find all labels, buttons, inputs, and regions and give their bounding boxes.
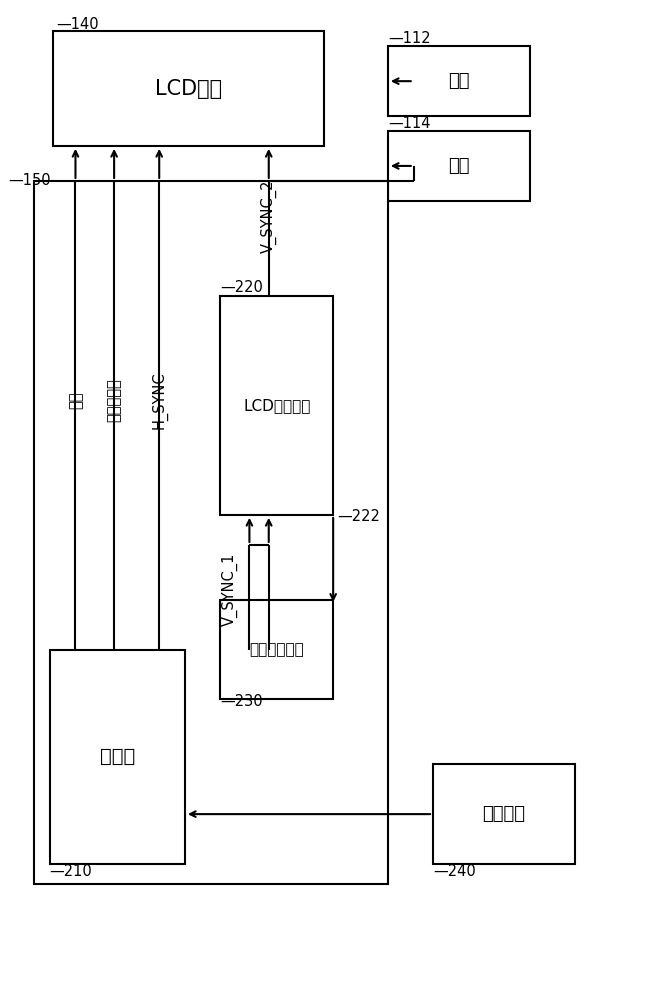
Bar (221, 600, 333, 699)
Text: 光源: 光源 (448, 72, 470, 90)
Text: LCD面板: LCD面板 (155, 79, 222, 99)
Text: V_SYNC_2: V_SYNC_2 (261, 179, 277, 253)
Text: LCD驱动单元: LCD驱动单元 (243, 398, 311, 413)
Bar (388, 46, 530, 116)
Bar (53, 31, 324, 146)
Bar (433, 764, 575, 864)
Text: —140: —140 (56, 17, 99, 32)
Text: —150: —150 (8, 173, 50, 188)
Text: —114: —114 (388, 116, 430, 131)
Bar (34, 181, 388, 884)
Text: 光源: 光源 (448, 157, 470, 175)
Text: 时钟: 时钟 (68, 392, 83, 409)
Text: H_SYNC: H_SYNC (151, 371, 168, 429)
Bar (50, 650, 185, 864)
Bar (221, 296, 333, 515)
Text: 处理器: 处理器 (100, 747, 135, 766)
Text: 光源切换单元: 光源切换单元 (250, 642, 304, 657)
Text: —222: —222 (338, 509, 380, 524)
Bar (388, 131, 530, 201)
Text: —240: —240 (433, 864, 476, 879)
Text: 视频图像帧: 视频图像帧 (107, 378, 122, 422)
Text: —112: —112 (388, 31, 430, 46)
Text: V_SYNC_1: V_SYNC_1 (222, 553, 238, 626)
Text: —230: —230 (221, 694, 263, 709)
Text: —210: —210 (50, 864, 93, 879)
Text: —220: —220 (221, 280, 263, 295)
Text: 存储单元: 存储单元 (483, 805, 525, 823)
